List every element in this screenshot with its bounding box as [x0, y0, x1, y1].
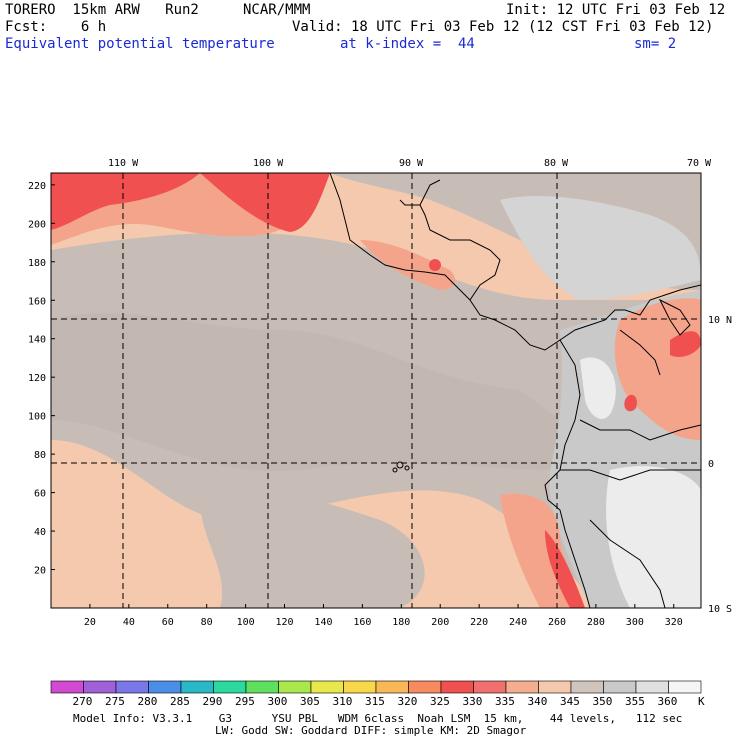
- colorbar-level: 345: [560, 695, 580, 708]
- x-tick-label: 100: [237, 617, 255, 628]
- lat-label: 10 N: [708, 315, 732, 326]
- x-tick-label: 220: [470, 617, 488, 628]
- colorbar-swatch: [473, 680, 507, 694]
- theta-e-field: [51, 173, 701, 608]
- x-tick-label: 40: [123, 617, 135, 628]
- colorbar-swatch: [50, 680, 84, 694]
- lon-label: 90 W: [399, 158, 424, 169]
- k-index-label: at k-index = 44: [340, 36, 475, 52]
- longitude-labels: 110 W 100 W 90 W 80 W 70 W: [108, 158, 712, 169]
- y-tick-label: 120: [28, 373, 46, 384]
- colorbar-swatch: [310, 680, 344, 694]
- model-info: Model Info: V3.3.1 G3 YSU PBL WDM 6class…: [73, 712, 683, 725]
- forecast-hour: Fcst: 6 h: [5, 19, 107, 35]
- x-tick-label: 200: [431, 617, 449, 628]
- x-tick-label: 60: [162, 617, 174, 628]
- y-tick-label: 100: [28, 412, 46, 423]
- colorbar-swatch: [180, 680, 214, 694]
- x-tick-label: 260: [548, 617, 566, 628]
- model-title: TORERO 15km ARW Run2: [5, 2, 199, 18]
- colorbar-swatch: [505, 680, 539, 694]
- lon-label: 110 W: [108, 158, 139, 169]
- y-tick-label: 220: [28, 181, 46, 192]
- colorbar-level: 310: [332, 695, 353, 708]
- colorbar-swatch: [343, 680, 377, 694]
- y-tick-label: 20: [34, 566, 46, 577]
- colorbar-level: 280: [137, 695, 158, 708]
- x-tick-label: 140: [314, 617, 332, 628]
- physics-info: LW: Godd SW: Goddard DIFF: simple KM: 2D…: [215, 724, 527, 737]
- lon-label: 100 W: [253, 158, 284, 169]
- colorbar-swatch: [278, 680, 312, 694]
- colorbar-level: 315: [365, 695, 385, 708]
- colorbar-level: 335: [495, 695, 515, 708]
- x-axis-ticks: 20 40 60 80 100 120 140 160 180 200 220 240 260 280 30…: [84, 604, 683, 628]
- colorbar-swatch: [115, 680, 149, 694]
- colorbar-level: 355: [625, 695, 645, 708]
- colorbar-level: 320: [397, 695, 418, 708]
- colorbar-swatch: [440, 680, 474, 694]
- y-tick-label: 80: [34, 450, 46, 461]
- init-time: Init: 12 UTC Fri 03 Feb 12: [506, 2, 726, 18]
- colorbar-swatch: [538, 680, 572, 694]
- colorbar-swatch: [213, 680, 247, 694]
- colorbar-unit: K: [698, 695, 705, 708]
- lon-label: 70 W: [687, 158, 712, 169]
- y-tick-label: 140: [28, 335, 46, 346]
- colorbar-level: 340: [527, 695, 548, 708]
- x-tick-label: 280: [587, 617, 605, 628]
- colorbar-level: 270: [72, 695, 93, 708]
- x-tick-label: 120: [276, 617, 294, 628]
- colorbar-level: 290: [202, 695, 223, 708]
- latitude-labels: 10 N 0 10 S: [708, 315, 732, 615]
- colorbar-level: 305: [300, 695, 320, 708]
- colorbar-level: 350: [592, 695, 613, 708]
- graticule: [51, 173, 701, 608]
- y-tick-label: 60: [34, 489, 46, 500]
- y-tick-label: 200: [28, 219, 46, 230]
- map-frame: [50, 172, 702, 609]
- coastlines: [329, 173, 701, 608]
- colorbar-swatch: [668, 680, 702, 694]
- colorbar-level: 300: [267, 695, 288, 708]
- x-tick-label: 240: [509, 617, 527, 628]
- colorbar-level: 295: [235, 695, 255, 708]
- valid-time: Valid: 18 UTC Fri 03 Feb 12 (12 CST Fri …: [292, 19, 714, 35]
- colorbar: [50, 680, 702, 694]
- x-tick-label: 320: [665, 617, 683, 628]
- colorbar-swatch: [603, 680, 637, 694]
- lat-label: 0: [708, 459, 714, 470]
- x-tick-label: 160: [353, 617, 371, 628]
- lon-label: 80 W: [544, 158, 569, 169]
- colorbar-level: 325: [430, 695, 450, 708]
- colorbar-swatch: [148, 680, 182, 694]
- x-tick-label: 180: [392, 617, 410, 628]
- smoothing-label: sm= 2: [634, 36, 677, 52]
- x-tick-label: 80: [201, 617, 213, 628]
- lat-label: 10 S: [708, 604, 732, 615]
- field-name: Equivalent potential temperature: [5, 36, 275, 52]
- colorbar-swatch: [635, 680, 669, 694]
- colorbar-level: 330: [462, 695, 483, 708]
- x-tick-label: 20: [84, 617, 96, 628]
- colorbar-swatch: [245, 680, 279, 694]
- y-tick-label: 160: [28, 296, 46, 307]
- colorbar-level: 360: [657, 695, 678, 708]
- colorbar-level: 275: [105, 695, 125, 708]
- colorbar-swatch: [408, 680, 442, 694]
- y-tick-label: 40: [34, 527, 46, 538]
- colorbar-level: 285: [170, 695, 190, 708]
- y-tick-label: 180: [28, 258, 46, 269]
- x-tick-label: 300: [626, 617, 644, 628]
- colorbar-swatch: [375, 680, 409, 694]
- colorbar-swatch: [83, 680, 117, 694]
- y-axis-ticks: 20 40 60 80 100 120 140 160 180 200 220: [28, 181, 55, 577]
- org-label: NCAR/MMM: [243, 2, 311, 18]
- colorbar-swatch: [570, 680, 604, 694]
